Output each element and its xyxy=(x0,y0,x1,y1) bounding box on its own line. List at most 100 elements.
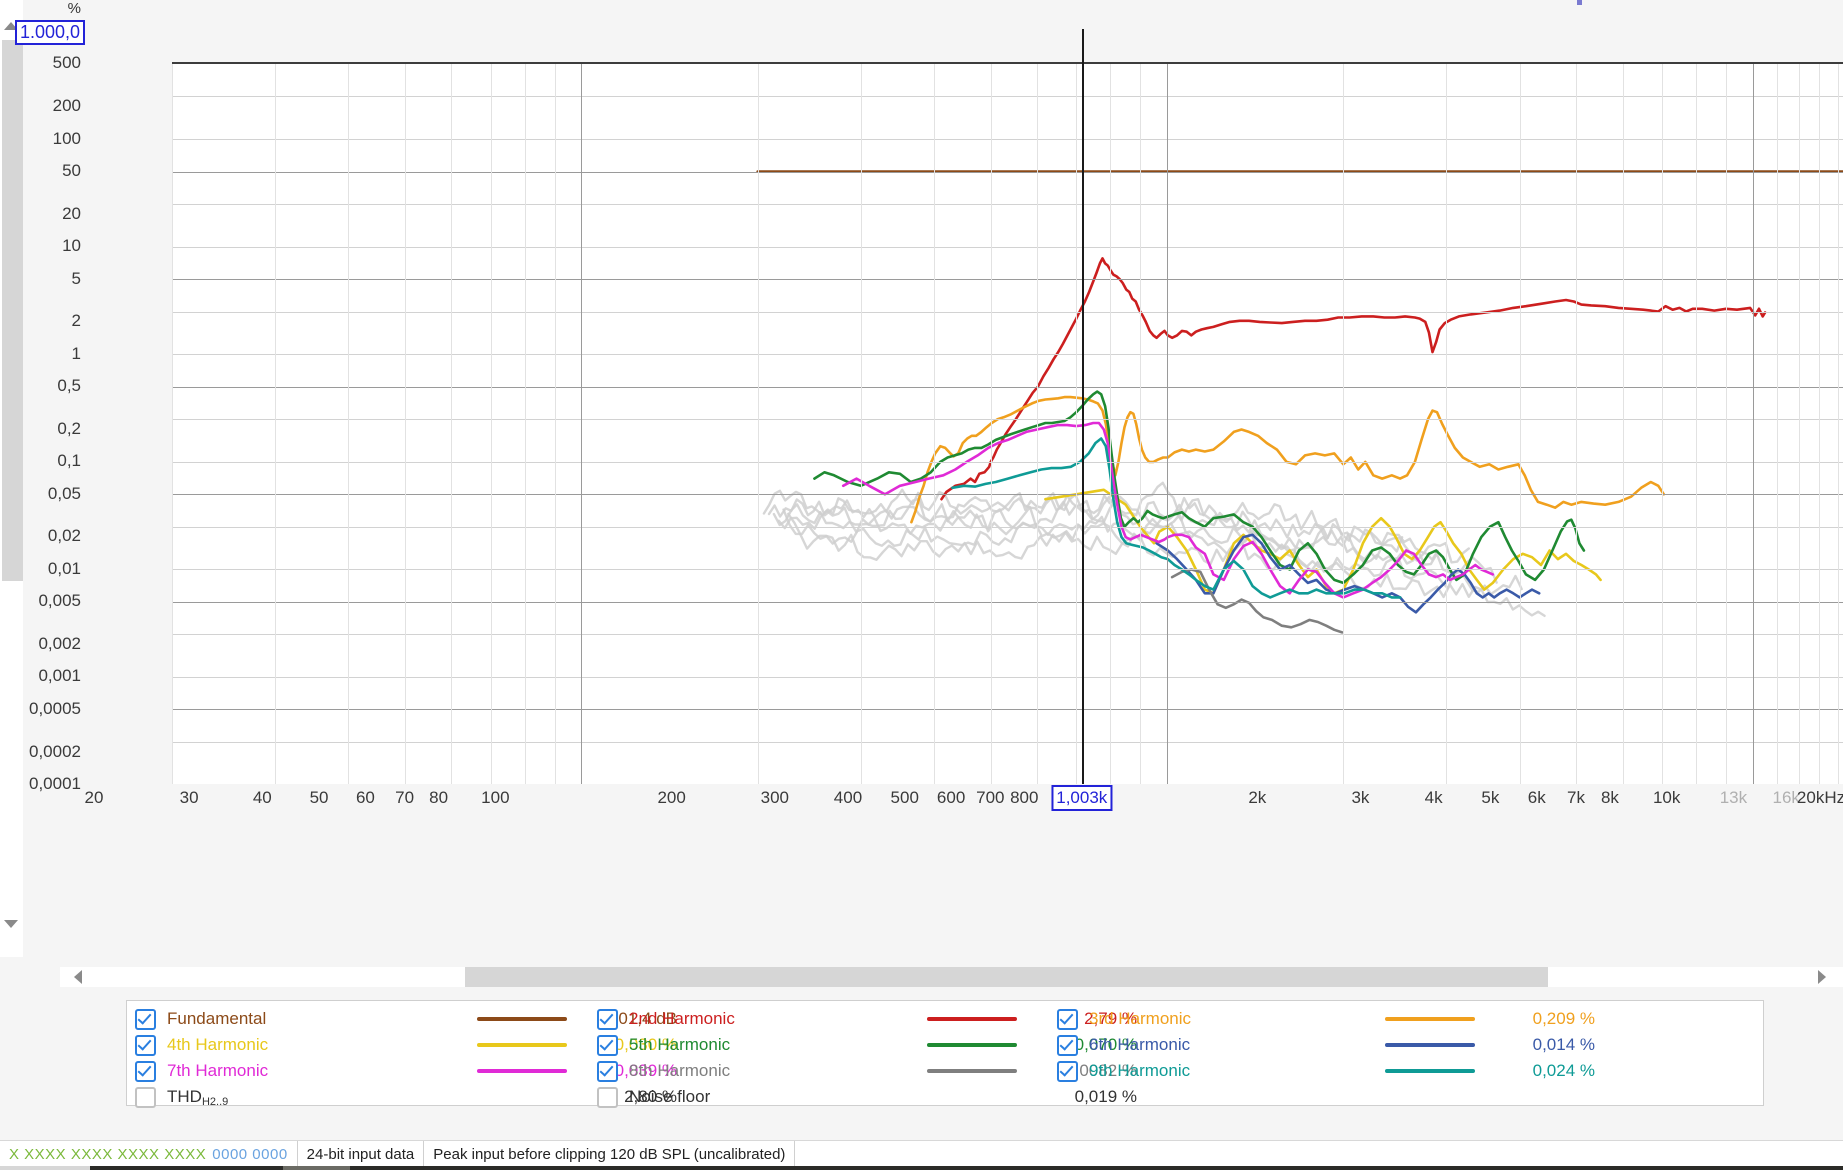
checkbox-fundamental[interactable] xyxy=(135,1008,156,1030)
y-axis-tick-label: 0,0002 xyxy=(29,741,81,761)
scroll-up-arrow-icon[interactable] xyxy=(4,22,18,30)
harmonics-legend: Fundamental 101,4 dB 2nd Harmonic 2,79 % 3rd… xyxy=(126,1000,1764,1108)
x-axis-tick-label: 3k xyxy=(1351,788,1370,807)
trace-layer xyxy=(756,170,1843,634)
gridline-vertical xyxy=(1799,64,1801,817)
scroll-right-arrow-icon[interactable] xyxy=(1818,970,1826,984)
legend-item-fundamental[interactable]: Fundamental xyxy=(135,1003,266,1035)
checkbox-noise-floor[interactable] xyxy=(597,1086,618,1108)
legend-value: 0,030 % xyxy=(614,1035,677,1054)
legend-color-swatch xyxy=(1385,1017,1475,1021)
x-axis-cursor-value[interactable]: 1,003k xyxy=(1051,785,1113,811)
y-axis-unit: % xyxy=(67,0,81,17)
gridline-horizontal xyxy=(172,386,1843,388)
checkbox-3rd-harmonic[interactable] xyxy=(1057,1008,1078,1030)
y-axis-tick-label: 0,0001 xyxy=(29,774,81,793)
cursor-line[interactable] xyxy=(1081,29,1084,813)
legend-row: THDH2..9 2,80 % Noise floor 0,019 % xyxy=(127,1081,1763,1113)
legend-label: 5th Harmonic xyxy=(629,1035,731,1054)
x-axis-tick-label: 300 xyxy=(760,788,789,807)
gridline-vertical xyxy=(1819,64,1821,817)
x-axis-tick-label: 8k xyxy=(1600,788,1619,807)
x-axis-tick-label: 13k xyxy=(1719,788,1748,807)
gridline-horizontal xyxy=(172,494,1843,496)
gridline-vertical xyxy=(554,64,556,817)
vertical-scrollbar[interactable] xyxy=(0,0,23,957)
legend-color-swatch xyxy=(1385,1069,1475,1073)
y-axis-tick-label: 10 xyxy=(62,236,81,256)
y-axis-tick-label: 20 xyxy=(62,203,81,223)
gridline-vertical xyxy=(1446,64,1448,817)
checkbox-7th-harmonic[interactable] xyxy=(135,1060,156,1082)
legend-label: 6th Harmonic xyxy=(1089,1035,1191,1054)
trace-line xyxy=(940,257,1767,501)
legend-color-swatch xyxy=(477,1069,567,1073)
gridline-vertical xyxy=(1076,64,1078,817)
horizontal-scrollbar[interactable] xyxy=(60,967,1843,987)
gridline-horizontal xyxy=(172,419,1843,421)
legend-item-2nd-harmonic[interactable]: 2nd Harmonic xyxy=(597,1003,735,1035)
hscroll-thumb[interactable] xyxy=(465,967,1548,987)
legend-value: 0,014 % xyxy=(1532,1035,1595,1054)
y-axis-tick-label: 5 xyxy=(71,268,81,288)
status-hex-zeros: 0000 0000 xyxy=(212,1141,298,1167)
gridline-vertical xyxy=(1343,64,1345,817)
x-axis-tick-label: 100 xyxy=(481,788,510,807)
vscroll-thumb[interactable] xyxy=(2,40,23,581)
checkbox-thd[interactable] xyxy=(135,1086,156,1108)
plot-canvas[interactable] xyxy=(172,62,1843,817)
gridline-vertical xyxy=(1661,64,1663,817)
checkbox-6th-harmonic[interactable] xyxy=(1057,1034,1078,1056)
x-axis-tick-label: 7k xyxy=(1566,788,1585,807)
legend-item-3rd-harmonic[interactable]: 3rd Harmonic xyxy=(1057,1003,1191,1035)
legend-row: 4th Harmonic 0,030 % 5th Harmonic 0,070 % 6t… xyxy=(127,1029,1763,1061)
legend-item-7th-harmonic[interactable]: 7th Harmonic xyxy=(135,1055,268,1087)
legend-item-noise-floor[interactable]: Noise floor xyxy=(597,1081,710,1113)
gridline-vertical xyxy=(405,64,407,817)
legend-item-6th-harmonic[interactable]: 6th Harmonic xyxy=(1057,1029,1190,1061)
checkbox-2nd-harmonic[interactable] xyxy=(597,1008,618,1030)
checkbox-9th-harmonic[interactable] xyxy=(1057,1060,1078,1082)
x-axis-tick-label: 400 xyxy=(833,788,863,807)
gridline-vertical xyxy=(451,64,453,817)
gridline-vertical xyxy=(1725,64,1727,817)
gridline-vertical xyxy=(172,64,173,817)
legend-item-4th-harmonic[interactable]: 4th Harmonic xyxy=(135,1029,268,1061)
legend-label: 3rd Harmonic xyxy=(1089,1009,1192,1028)
legend-color-swatch xyxy=(927,1043,1017,1047)
y-axis-tick-label: 500 xyxy=(52,53,81,73)
plot-area[interactable] xyxy=(86,29,1843,817)
gridline-horizontal xyxy=(172,96,1843,98)
taskbar-segment-1 xyxy=(0,1166,90,1170)
y-axis-tick-label: 0,0005 xyxy=(29,698,81,718)
legend-color-swatch xyxy=(927,1069,1017,1073)
gridline-horizontal xyxy=(172,601,1843,603)
gridline-horizontal xyxy=(172,677,1843,679)
legend-value: 2,79 % xyxy=(1084,1009,1137,1028)
gridline-vertical xyxy=(581,64,583,817)
trace-line xyxy=(1155,533,1541,614)
y-axis-tick-label: 0,1 xyxy=(57,451,81,471)
x-axis-tick-label: 10k xyxy=(1652,788,1681,807)
taskbar-segment-2 xyxy=(283,1166,350,1170)
y-axis-top-value[interactable]: 1.000,0 xyxy=(14,20,85,45)
gridline-vertical xyxy=(1576,64,1578,817)
checkbox-4th-harmonic[interactable] xyxy=(135,1034,156,1056)
checkbox-8th-harmonic[interactable] xyxy=(597,1060,618,1082)
legend-item-8th-harmonic[interactable]: 8th Harmonic xyxy=(597,1055,730,1087)
legend-item-9th-harmonic[interactable]: 9th Harmonic xyxy=(1057,1055,1190,1087)
legend-item-thd[interactable]: THDH2..9 xyxy=(135,1081,228,1113)
legend-label: 8th Harmonic xyxy=(629,1061,731,1080)
legend-value: 0,039 % xyxy=(614,1061,677,1080)
gridline-vertical xyxy=(990,64,992,817)
y-axis-tick-label: 50 xyxy=(62,160,81,180)
scroll-down-arrow-icon[interactable] xyxy=(4,920,18,928)
legend-item-5th-harmonic[interactable]: 5th Harmonic xyxy=(597,1029,730,1061)
scroll-left-arrow-icon[interactable] xyxy=(74,970,82,984)
x-axis-tick-label: 16k xyxy=(1772,788,1800,807)
x-axis-tick-label: 800 xyxy=(1010,788,1039,807)
checkbox-5th-harmonic[interactable] xyxy=(597,1034,618,1056)
legend-row: Fundamental 101,4 dB 2nd Harmonic 2,79 % 3rd… xyxy=(127,1003,1763,1035)
x-axis: 20 30 40 50 60 70 80 100 200 300 400 500 600 700 800 2k… xyxy=(85,784,1843,817)
